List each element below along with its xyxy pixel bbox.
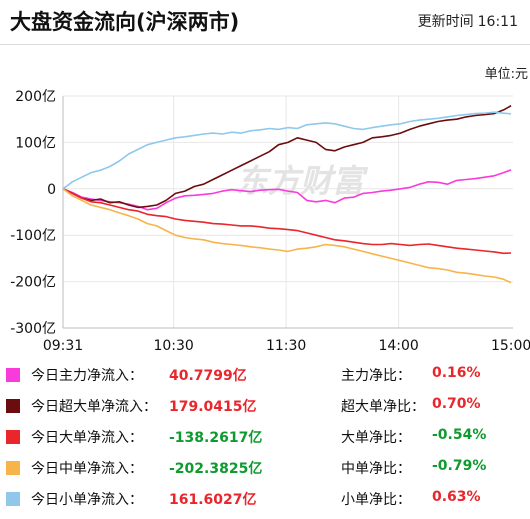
series-line	[62, 188, 512, 284]
ratio-label: 小单净比：	[341, 492, 411, 508]
legend-label: 今日小单净流入：	[31, 492, 143, 508]
chart-series	[62, 105, 512, 284]
legend-label: 今日超大单净流入：	[31, 399, 157, 415]
x-tick-label: 11:30	[266, 338, 306, 354]
ratio-value: -0.79%	[432, 458, 487, 474]
x-tick-label: 15:00	[491, 338, 530, 354]
ratio-label: 中单净比：	[341, 461, 411, 477]
legend-value: -202.3825亿	[169, 461, 263, 477]
y-tick-label: 0	[47, 182, 56, 198]
ratio-label: 大单净比：	[341, 430, 411, 446]
legend-swatch	[6, 430, 20, 444]
x-tick-label: 10:30	[153, 338, 193, 354]
ratio-value: 0.16%	[432, 365, 481, 381]
x-axis-labels: 09:31 10:30 11:30 14:00 15:00	[43, 338, 530, 354]
y-tick-label: -100亿	[10, 228, 56, 244]
legend-row: 今日中单净流入： -202.3825亿 中单净比： -0.79%	[0, 457, 530, 481]
legend-value: 161.6027亿	[169, 492, 257, 508]
series-line	[62, 111, 512, 190]
unit-label: 单位:元	[484, 67, 528, 82]
watermark: 东方财富	[236, 162, 369, 200]
y-tick-label: -200亿	[10, 275, 56, 291]
chart-grid	[63, 95, 513, 329]
page-title: 大盘资金流向(沪深两市)	[10, 10, 240, 34]
ratio-value: -0.54%	[432, 427, 487, 443]
legend-value: -138.2617亿	[169, 430, 263, 446]
legend-value: 179.0415亿	[169, 399, 257, 415]
x-tick-label: 14:00	[378, 338, 418, 354]
fund-flow-chart: 东方财富 200亿 100亿 0 -100亿 -200亿 -300亿 09:31 10:30…	[10, 89, 530, 354]
chart-axes	[62, 96, 513, 329]
ratio-label: 超大单净比：	[341, 399, 425, 415]
y-tick-label: -300亿	[10, 321, 56, 337]
legend-label: 今日主力净流入：	[31, 368, 143, 384]
legend-value: 40.7799亿	[169, 368, 247, 384]
update-time-value: 16:11	[477, 14, 518, 30]
series-line	[62, 105, 512, 209]
legend-swatch	[6, 399, 20, 413]
legend-row: 今日大单净流入： -138.2617亿 大单净比： -0.54%	[0, 426, 530, 450]
series-line	[62, 169, 512, 211]
ratio-label: 主力净比：	[341, 368, 411, 384]
ratio-value: 0.63%	[432, 489, 481, 505]
ratio-value: 0.70%	[432, 396, 481, 412]
series-line	[62, 188, 512, 255]
y-tick-label: 200亿	[15, 89, 56, 105]
legend-row: 今日主力净流入： 40.7799亿 主力净比： 0.16%	[0, 364, 530, 388]
y-tick-label: 100亿	[15, 135, 56, 151]
legend-label: 今日大单净流入：	[31, 430, 143, 446]
update-time-label: 更新时间	[417, 14, 474, 30]
update-time-info: 更新时间 16:11	[418, 11, 518, 31]
legend-swatch	[6, 461, 20, 475]
legend-swatch	[6, 368, 20, 382]
legend-swatch	[6, 492, 20, 506]
legend-row: 今日超大单净流入： 179.0415亿 超大单净比： 0.70%	[0, 395, 530, 419]
x-tick-label: 09:31	[43, 338, 83, 354]
header: 大盘资金流向(沪深两市) 更新时间 16:11	[0, 0, 530, 45]
legend-label: 今日中单净流入：	[31, 461, 143, 477]
legend-row: 今日小单净流入： 161.6027亿 小单净比： 0.63%	[0, 488, 530, 512]
y-axis-labels: 200亿 100亿 0 -100亿 -200亿 -300亿	[10, 89, 56, 337]
